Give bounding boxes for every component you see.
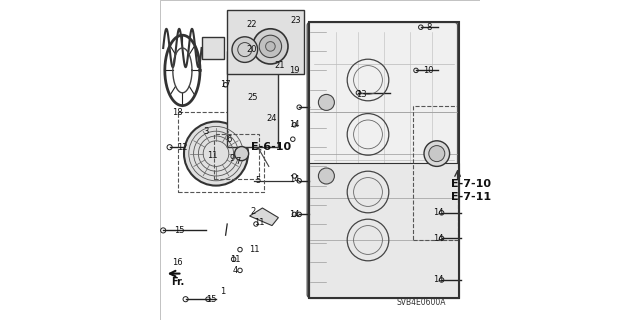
FancyBboxPatch shape [227,51,278,147]
Text: 22: 22 [246,20,257,28]
Text: 11: 11 [230,255,241,264]
Text: 16: 16 [172,258,183,267]
Text: Fr.: Fr. [171,276,184,287]
Text: 2: 2 [250,207,255,216]
Text: 10: 10 [424,66,434,75]
Text: 20: 20 [246,45,257,54]
Text: 3: 3 [204,127,209,136]
FancyBboxPatch shape [307,22,458,298]
FancyBboxPatch shape [309,163,460,298]
Text: 19: 19 [289,66,300,75]
Text: 9: 9 [229,154,235,163]
Text: 1: 1 [220,287,225,296]
Circle shape [232,37,258,62]
Text: E-6-10: E-6-10 [251,142,291,152]
Circle shape [266,42,275,51]
Circle shape [184,122,248,186]
FancyBboxPatch shape [227,10,304,74]
Text: 4: 4 [232,266,238,275]
Circle shape [235,147,248,161]
Text: 8: 8 [426,23,431,32]
Text: 11: 11 [207,151,218,160]
Text: 15: 15 [206,295,216,304]
Polygon shape [250,208,278,226]
Text: 13: 13 [356,90,367,99]
Text: SVB4E0600A: SVB4E0600A [397,298,447,307]
Text: 14: 14 [289,210,300,219]
Text: E-7-11: E-7-11 [451,192,492,202]
Text: 14: 14 [433,276,444,284]
Text: 14: 14 [289,175,300,184]
Text: 6: 6 [226,135,232,144]
Text: 21: 21 [275,61,285,70]
Circle shape [424,141,450,166]
Text: 18: 18 [172,108,183,116]
Text: 15: 15 [174,226,184,235]
Text: 25: 25 [248,93,258,102]
Text: 7: 7 [236,157,241,166]
Text: 11: 11 [254,218,264,227]
Circle shape [429,146,445,162]
FancyBboxPatch shape [202,37,224,59]
Text: 23: 23 [291,16,301,25]
Text: 11: 11 [249,245,260,254]
Circle shape [253,29,288,64]
Circle shape [319,168,334,184]
Text: 12: 12 [177,143,188,152]
Text: 14: 14 [433,208,444,217]
Circle shape [259,35,282,58]
Text: 14: 14 [289,120,300,129]
Text: 14: 14 [433,234,444,243]
Text: 5: 5 [255,176,260,185]
Text: 24: 24 [267,114,277,123]
Circle shape [319,94,334,110]
Text: 17: 17 [220,80,231,89]
Text: E-7-10: E-7-10 [451,179,492,189]
